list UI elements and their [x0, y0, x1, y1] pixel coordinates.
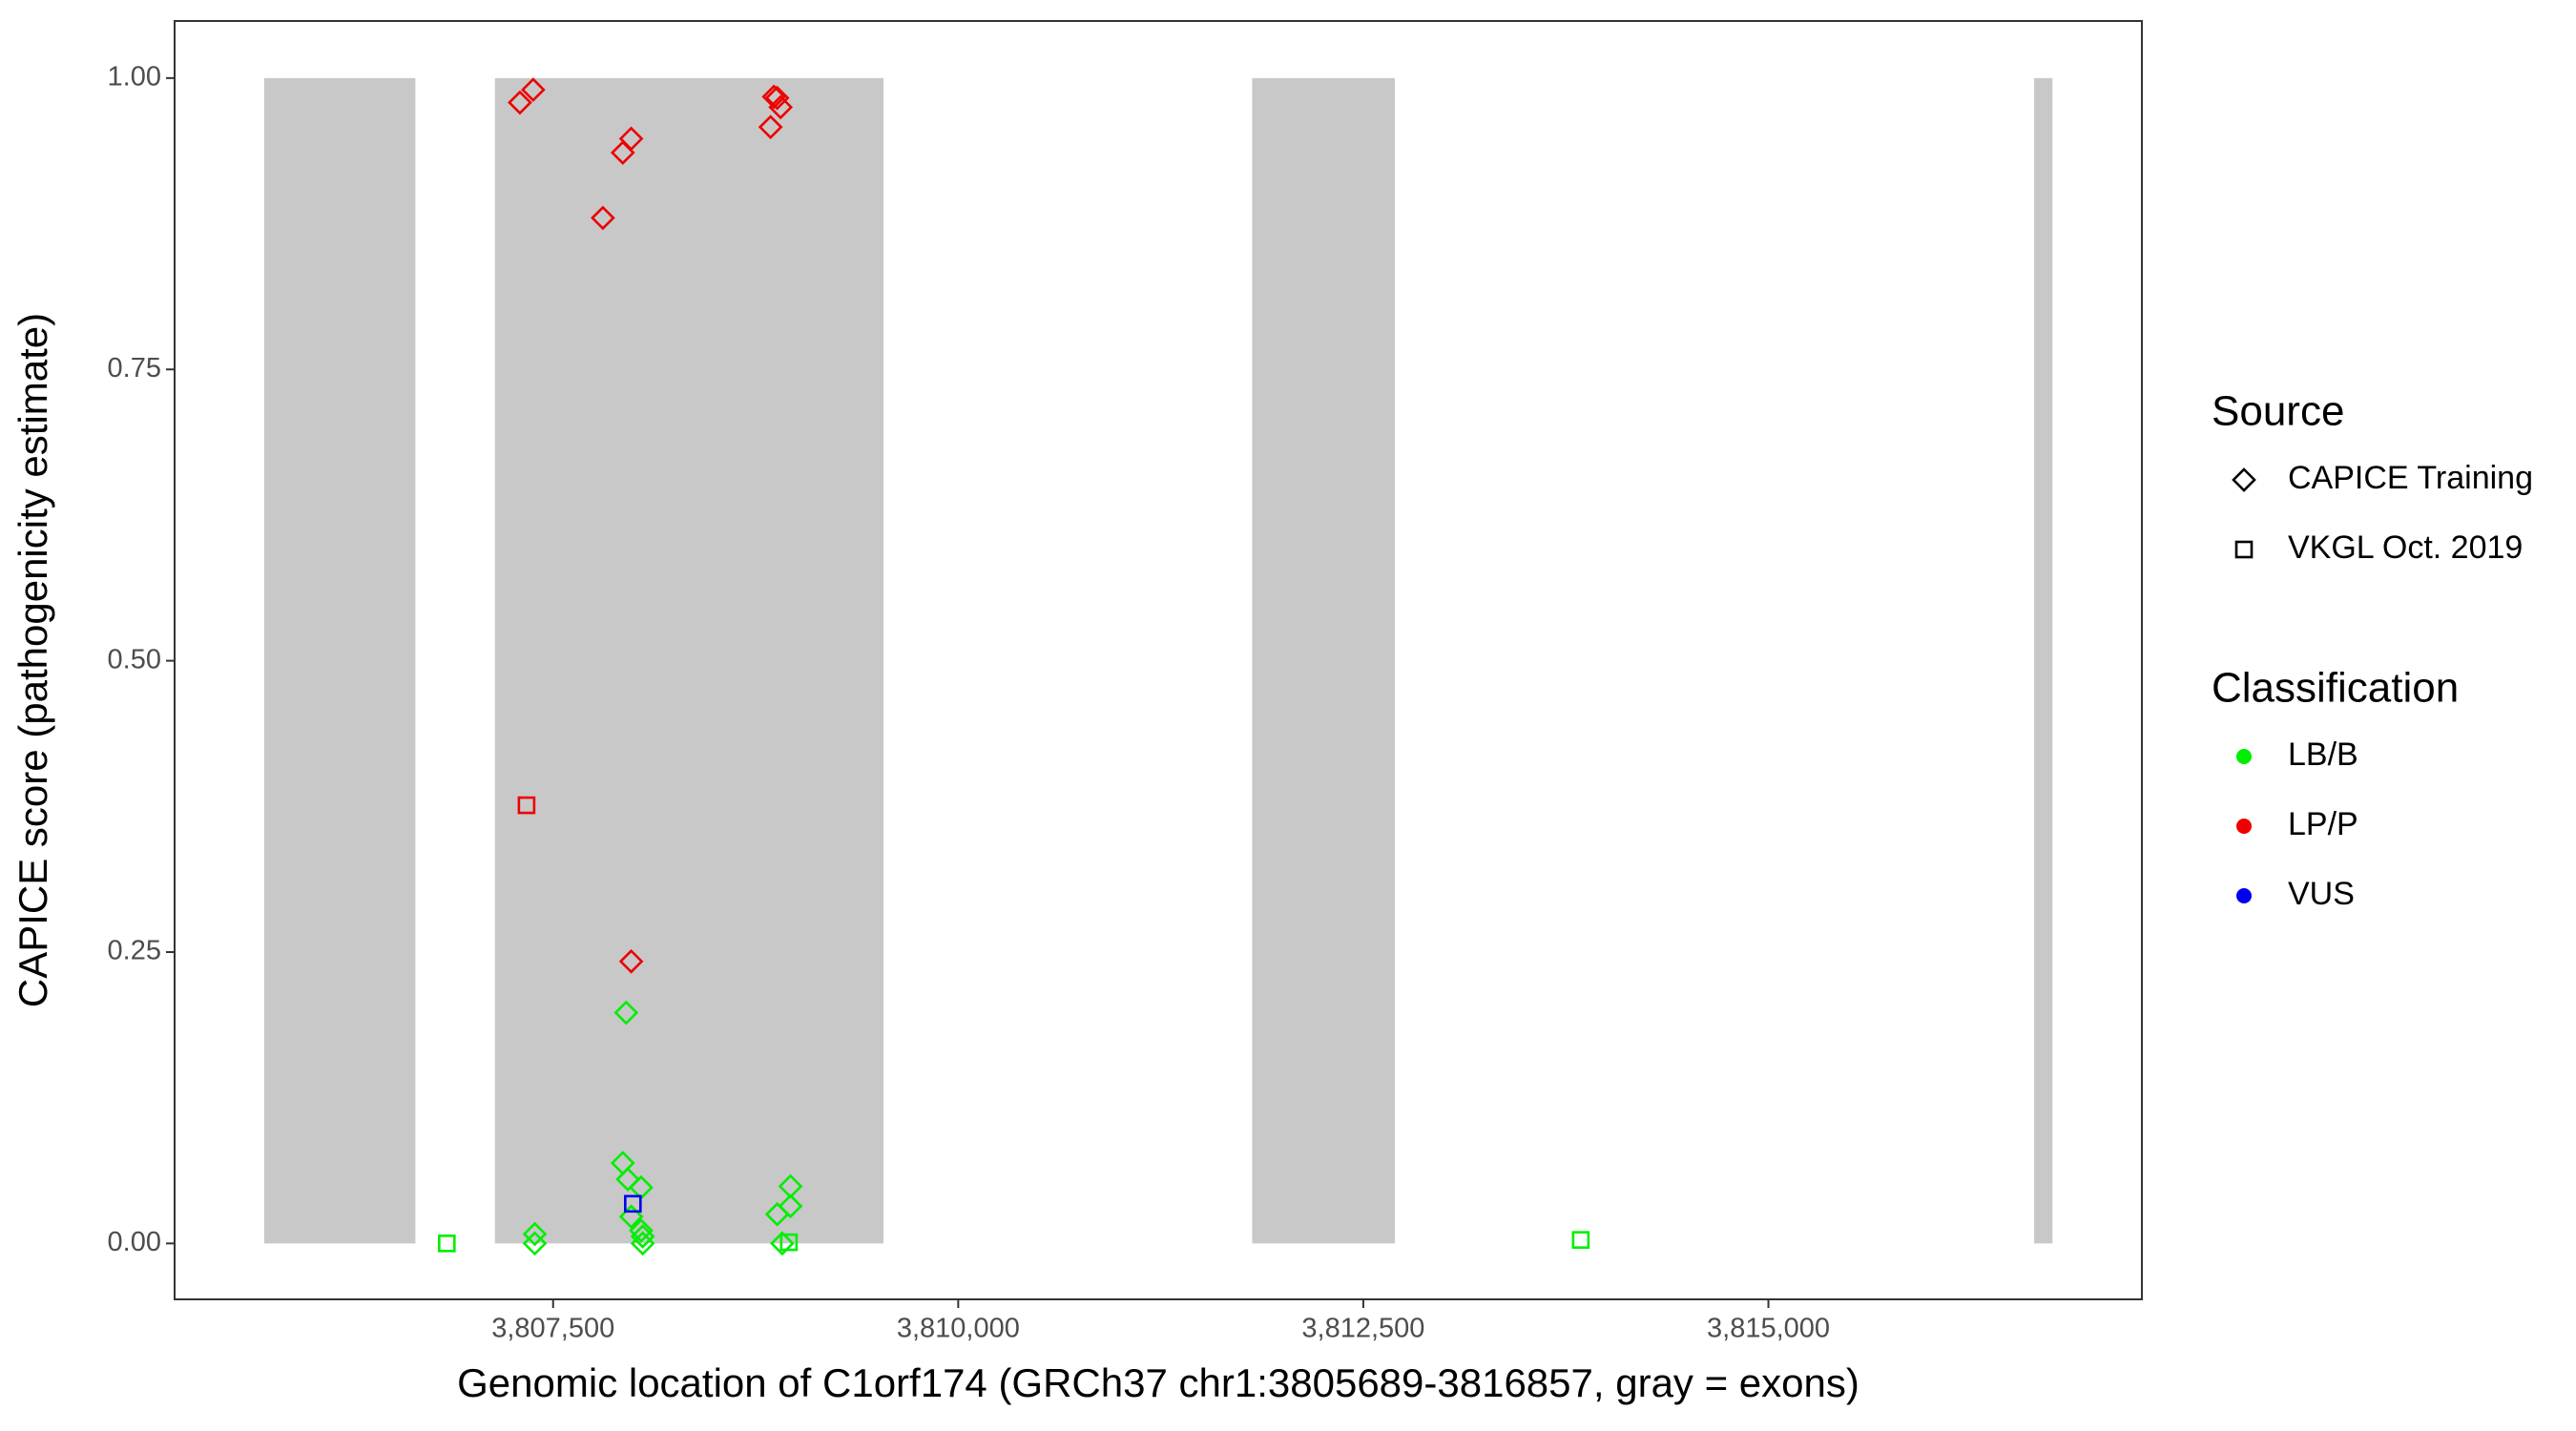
point — [615, 1167, 640, 1192]
point — [624, 1194, 642, 1213]
legend-label: LB/B — [2288, 736, 2358, 773]
point — [629, 1218, 654, 1243]
legend-title: Source — [2212, 388, 2344, 435]
point — [521, 77, 546, 102]
point — [770, 1231, 795, 1256]
x-tick-label: 3,815,000 — [1707, 1314, 1830, 1344]
legend-label: VKGL Oct. 2019 — [2288, 529, 2523, 566]
legend-key — [2234, 540, 2254, 559]
point — [630, 1224, 655, 1249]
point — [508, 90, 532, 115]
point — [764, 85, 790, 111]
point — [522, 1221, 548, 1247]
y-tick-label: 0.00 — [108, 1227, 161, 1257]
point — [630, 1231, 655, 1256]
x-tick-label: 3,807,500 — [491, 1314, 614, 1344]
legend-title: Classification — [2212, 665, 2459, 712]
point — [618, 948, 644, 974]
point — [778, 1193, 803, 1219]
exon — [263, 77, 416, 1244]
x-tick-label: 3,812,500 — [1301, 1314, 1424, 1344]
exon — [1252, 77, 1396, 1244]
legend-key — [2236, 819, 2252, 834]
y-tick-label: 1.00 — [108, 62, 161, 93]
point — [764, 1201, 790, 1227]
y-tick-label: 0.25 — [108, 936, 161, 966]
point — [438, 1234, 456, 1253]
point — [761, 84, 787, 110]
x-tick-label: 3,810,000 — [897, 1314, 1020, 1344]
exon — [2034, 77, 2053, 1244]
point — [618, 126, 644, 152]
legend-key — [2236, 749, 2252, 764]
point — [591, 205, 615, 231]
legend-label: LP/P — [2288, 806, 2358, 842]
point — [758, 114, 783, 139]
legend-label: CAPICE Training — [2288, 460, 2533, 496]
point — [779, 1233, 799, 1252]
y-tick-label: 0.50 — [108, 644, 161, 674]
point — [618, 1204, 644, 1230]
y-tick-label: 0.75 — [108, 353, 161, 384]
exon — [494, 77, 884, 1244]
point — [613, 1000, 639, 1026]
legend-label: VUS — [2288, 876, 2355, 912]
legend-key — [2236, 888, 2252, 903]
panel-border — [174, 20, 2143, 1300]
point — [522, 1231, 548, 1256]
point — [517, 796, 536, 815]
point — [1571, 1231, 1590, 1250]
point — [768, 94, 794, 120]
x-axis-title: Genomic location of C1orf174 (GRCh37 chr… — [457, 1360, 1859, 1405]
legend-key — [2232, 467, 2256, 492]
y-axis-title: CAPICE score (pathogenicity estimate) — [10, 313, 55, 1007]
